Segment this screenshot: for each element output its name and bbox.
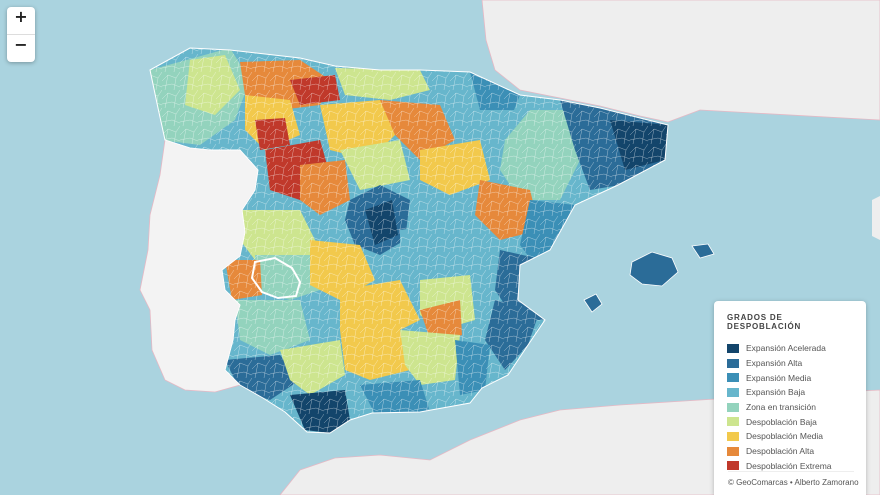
zoom-out-button[interactable]: − bbox=[7, 34, 35, 62]
selected-comarca-outline[interactable] bbox=[250, 256, 302, 300]
legend-label: Despoblación Extrema bbox=[746, 460, 832, 471]
legend-swatch bbox=[727, 358, 739, 368]
legend-label: Expansión Baja bbox=[746, 387, 806, 398]
island-ibiza[interactable] bbox=[583, 293, 603, 313]
legend-swatch bbox=[727, 373, 739, 383]
legend-item: Zona en transición bbox=[727, 400, 854, 415]
legend-items: Expansión Acelerada Expansión Alta Expansi… bbox=[727, 341, 854, 473]
legend-swatch bbox=[727, 461, 739, 471]
legend-swatch bbox=[727, 387, 739, 397]
sardinia-land bbox=[872, 196, 880, 240]
legend-item: Expansión Alta bbox=[727, 356, 854, 371]
legend-item: Despoblación Extrema bbox=[727, 459, 854, 474]
legend-swatch bbox=[727, 446, 739, 456]
legend-label: Despoblación Alta bbox=[746, 446, 815, 457]
legend-swatch bbox=[727, 343, 739, 353]
legend-item: Expansión Acelerada bbox=[727, 341, 854, 356]
attribution: © GeoComarcas • Alberto Zamorano bbox=[728, 478, 859, 487]
island-menorca[interactable] bbox=[691, 243, 715, 259]
legend-label: Expansión Media bbox=[746, 372, 812, 383]
island-mallorca[interactable] bbox=[629, 251, 679, 287]
legend-swatch bbox=[727, 431, 739, 441]
legend-item: Expansión Baja bbox=[727, 385, 854, 400]
legend-label: Despoblación Media bbox=[746, 431, 824, 442]
attribution-divider bbox=[728, 471, 854, 472]
legend-item: Despoblación Alta bbox=[727, 444, 854, 459]
france-land bbox=[481, 0, 880, 123]
legend-label: Expansión Acelerada bbox=[746, 343, 826, 354]
legend-item: Despoblación Baja bbox=[727, 414, 854, 429]
legend-label: Expansión Alta bbox=[746, 358, 803, 369]
legend-title: GRADOS DE DESPOBLACIÓN bbox=[727, 313, 802, 331]
legend-item: Despoblación Media bbox=[727, 429, 854, 444]
legend-item: Expansión Media bbox=[727, 370, 854, 385]
legend-swatch bbox=[727, 402, 739, 412]
legend-swatch bbox=[727, 417, 739, 427]
zoom-in-button[interactable]: + bbox=[14, 7, 28, 26]
legend: GRADOS DE DESPOBLACIÓN Expansión Acelera… bbox=[714, 301, 866, 495]
spain-outline bbox=[149, 47, 669, 434]
legend-label: Despoblación Baja bbox=[746, 416, 817, 427]
zoom-control: + − bbox=[7, 7, 35, 62]
legend-label: Zona en transición bbox=[746, 402, 816, 413]
